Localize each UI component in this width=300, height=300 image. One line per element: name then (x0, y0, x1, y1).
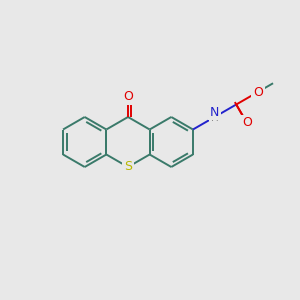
Text: O: O (123, 90, 133, 103)
Text: O: O (253, 85, 263, 98)
Text: H: H (211, 113, 218, 123)
Text: O: O (242, 116, 252, 129)
Text: S: S (124, 160, 132, 173)
Text: N: N (210, 106, 219, 118)
